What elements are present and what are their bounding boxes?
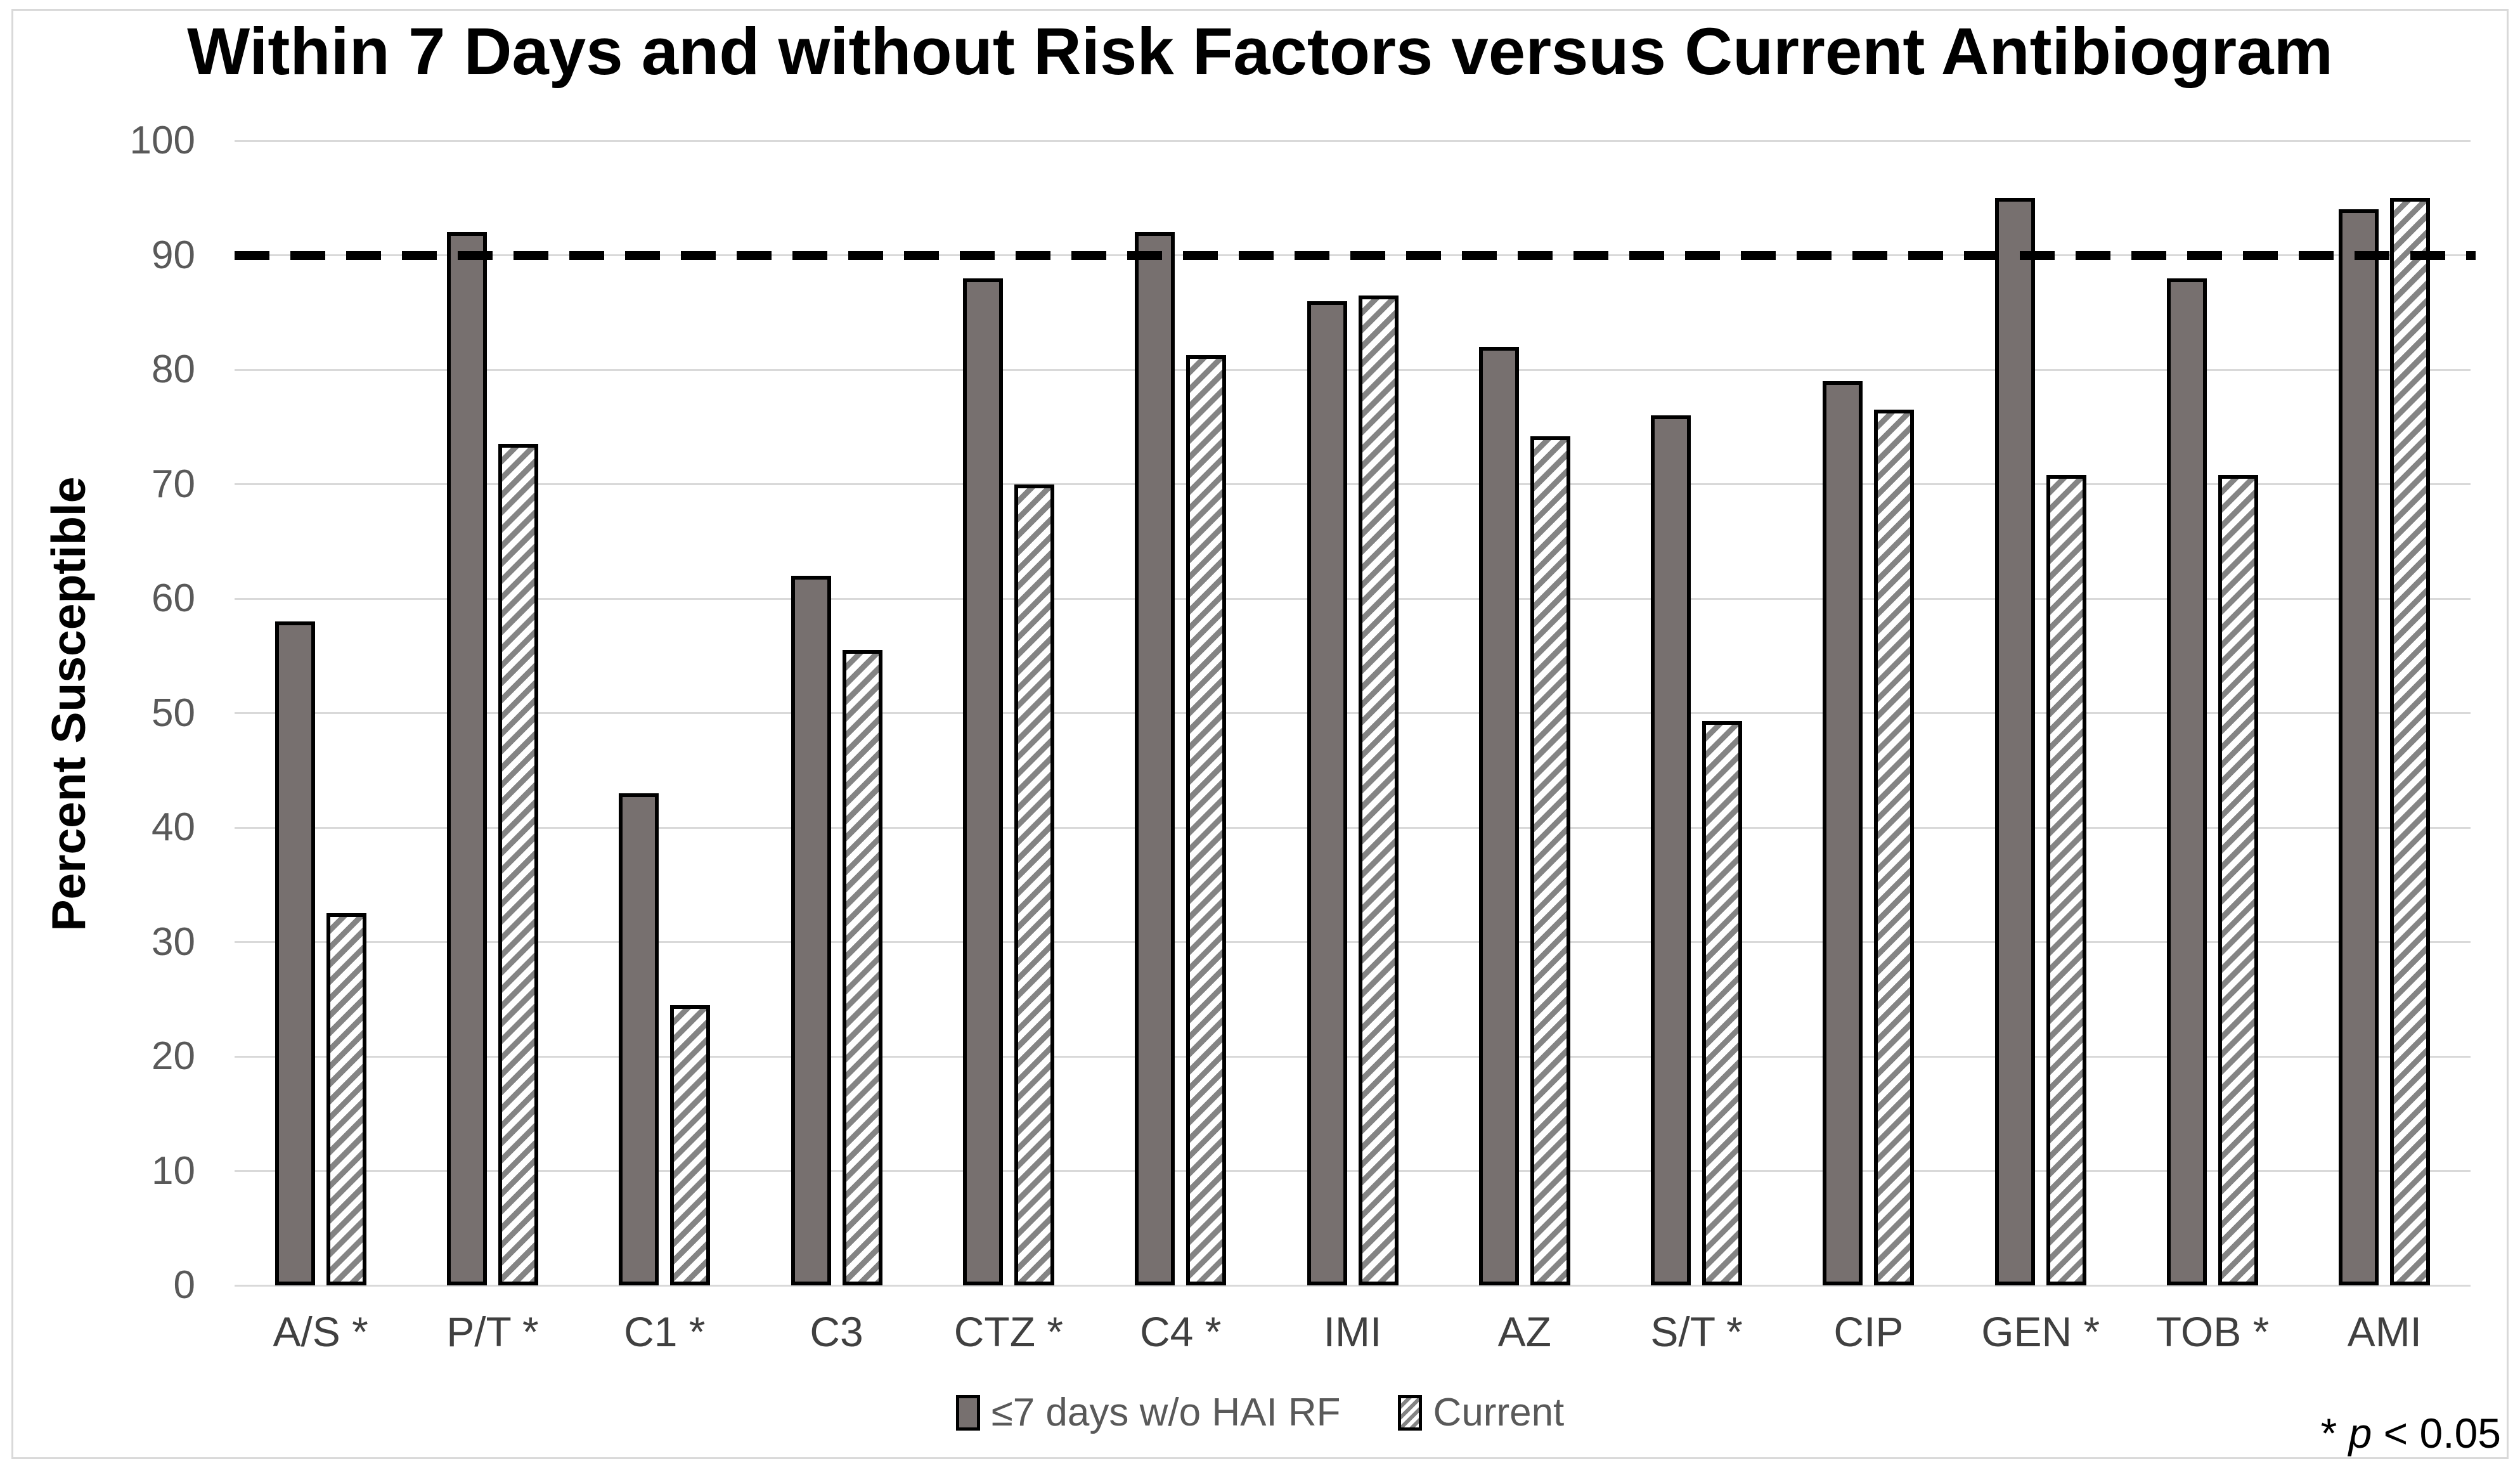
bar-solid-as bbox=[275, 621, 315, 1285]
y-tick-label-0: 0 bbox=[173, 1263, 195, 1307]
bar-solid-pt bbox=[446, 232, 487, 1285]
y-tick-label-100: 100 bbox=[129, 119, 195, 162]
bar-hatched-imi bbox=[1358, 295, 1399, 1285]
bar-solid-tob bbox=[2167, 278, 2207, 1285]
bar-solid-cip bbox=[1823, 381, 1863, 1285]
x-label-as: A/S * bbox=[273, 1308, 368, 1355]
significance-footnote: * p < 0.05 bbox=[2321, 1409, 2501, 1457]
bar-hatched-tob bbox=[2218, 475, 2259, 1285]
gridline-y-70 bbox=[235, 483, 2471, 485]
gridline-y-20 bbox=[235, 1055, 2471, 1058]
chart-title: Within 7 Days and without Risk Factors v… bbox=[187, 15, 2333, 89]
bar-solid-ctz bbox=[962, 278, 1003, 1285]
gridline-y-60 bbox=[235, 597, 2471, 600]
bar-solid-ami bbox=[2339, 209, 2379, 1285]
y-tick-label-40: 40 bbox=[152, 805, 195, 849]
legend-item-hatched-series: Current bbox=[1397, 1390, 1565, 1435]
x-label-st: S/T * bbox=[1650, 1308, 1743, 1355]
x-label-imi: IMI bbox=[1323, 1308, 1382, 1355]
solid-bar-swatch-icon bbox=[955, 1394, 980, 1431]
bar-solid-c1 bbox=[619, 793, 659, 1285]
bar-hatched-ctz bbox=[1014, 484, 1054, 1285]
x-label-ami: AMI bbox=[2347, 1308, 2422, 1355]
y-tick-label-50: 50 bbox=[152, 691, 195, 735]
y-tick-label-70: 70 bbox=[152, 462, 195, 506]
gridline-y-80 bbox=[235, 368, 2471, 371]
bar-hatched-cip bbox=[1874, 410, 1915, 1285]
x-label-c3: C3 bbox=[810, 1308, 863, 1355]
bar-solid-c3 bbox=[791, 575, 831, 1285]
plot-area bbox=[235, 140, 2476, 1287]
bar-solid-imi bbox=[1307, 301, 1347, 1285]
bar-hatched-as bbox=[326, 913, 366, 1285]
bar-hatched-c3 bbox=[842, 650, 882, 1285]
gridline-y-50 bbox=[235, 712, 2471, 714]
legend-item-solid-series: ≤7 days w/o HAI RF bbox=[955, 1390, 1341, 1435]
gridline-y-0 bbox=[235, 1284, 2471, 1287]
x-label-az: AZ bbox=[1497, 1308, 1551, 1355]
bar-hatched-c1 bbox=[670, 1004, 711, 1285]
bar-solid-st bbox=[1651, 415, 1691, 1285]
legend-label-solid-series: ≤7 days w/o HAI RF bbox=[991, 1391, 1341, 1434]
y-tick-label-30: 30 bbox=[152, 919, 195, 964]
x-label-cip: CIP bbox=[1833, 1308, 1904, 1355]
bar-hatched-st bbox=[1702, 721, 1743, 1285]
bar-hatched-gen bbox=[2046, 475, 2086, 1285]
gridline-y-10 bbox=[235, 1170, 2471, 1172]
bar-hatched-c4 bbox=[1186, 354, 1227, 1285]
bar-solid-az bbox=[1478, 346, 1519, 1285]
bar-hatched-pt bbox=[498, 444, 538, 1285]
x-label-ctz: CTZ * bbox=[953, 1308, 1064, 1355]
x-label-c1: C1 * bbox=[624, 1308, 706, 1355]
x-label-gen: GEN * bbox=[1981, 1308, 2100, 1355]
y-tick-label-20: 20 bbox=[152, 1034, 195, 1078]
hatched-bar-swatch-icon bbox=[1397, 1394, 1422, 1431]
gridline-y-100 bbox=[235, 140, 2471, 142]
gridline-y-40 bbox=[235, 826, 2471, 829]
chart-frame bbox=[11, 9, 2509, 1459]
bar-hatched-az bbox=[1530, 436, 1570, 1285]
footnote-rest: < 0.05 bbox=[2383, 1410, 2501, 1457]
legend: ≤7 days w/o HAI RF Current bbox=[0, 1390, 2520, 1435]
y-tick-label-60: 60 bbox=[152, 576, 195, 620]
x-label-tob: TOB * bbox=[2155, 1308, 2270, 1355]
y-tick-label-10: 10 bbox=[152, 1148, 195, 1193]
gridline-y-30 bbox=[235, 941, 2471, 943]
bar-solid-gen bbox=[1994, 198, 2035, 1285]
footnote-p-variable: p bbox=[2348, 1410, 2372, 1457]
bar-hatched-ami bbox=[2390, 198, 2431, 1285]
footnote-star: * bbox=[2320, 1410, 2337, 1457]
x-label-c4: C4 * bbox=[1139, 1308, 1222, 1355]
threshold-dashed-line-90 bbox=[235, 250, 2476, 260]
bar-solid-c4 bbox=[1135, 232, 1175, 1285]
y-tick-label-80: 80 bbox=[152, 348, 195, 391]
legend-label-hatched-series: Current bbox=[1433, 1391, 1565, 1434]
x-label-pt: P/T * bbox=[446, 1308, 539, 1355]
y-tick-label-90: 90 bbox=[152, 233, 195, 277]
